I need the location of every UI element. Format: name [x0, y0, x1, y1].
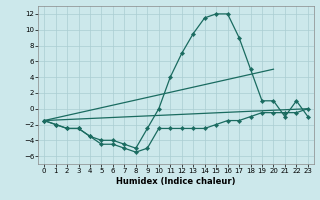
X-axis label: Humidex (Indice chaleur): Humidex (Indice chaleur) — [116, 177, 236, 186]
